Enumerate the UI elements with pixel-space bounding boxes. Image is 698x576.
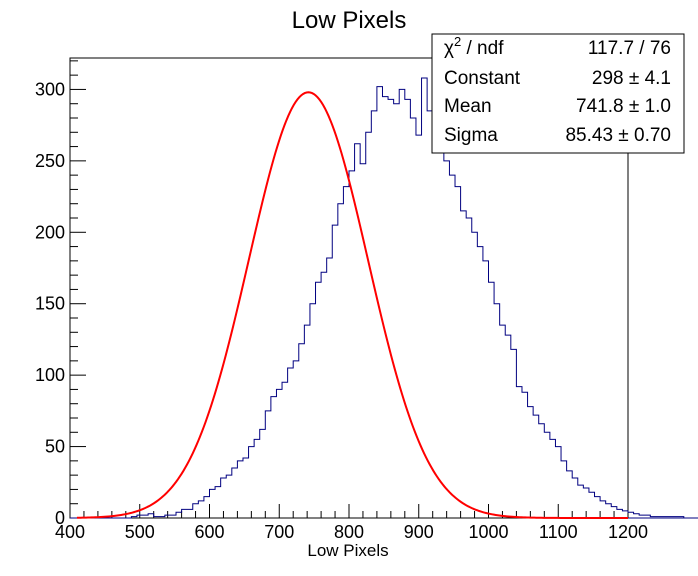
y-tick-label: 50 bbox=[45, 437, 65, 457]
fit-stats-box: χ2 / ndf 117.7 / 76 Constant 298 ± 4.1 Mean 7… bbox=[431, 33, 685, 154]
stats-row-value: 298 ± 4.1 bbox=[592, 68, 671, 89]
x-tick-label: 900 bbox=[404, 522, 434, 542]
stats-row-value: 85.43 ± 0.70 bbox=[565, 125, 671, 146]
y-tick-label: 0 bbox=[55, 508, 65, 528]
x-tick-label: 600 bbox=[194, 522, 224, 542]
x-axis-label: Low Pixels bbox=[307, 541, 388, 560]
chart-title: Low Pixels bbox=[292, 7, 407, 34]
stats-row-label: χ2 / ndf bbox=[444, 34, 504, 59]
stats-row-value: 741.8 ± 1.0 bbox=[576, 96, 671, 117]
stats-row-label: Mean bbox=[444, 96, 492, 117]
histogram-bins bbox=[70, 77, 698, 519]
axis-tick-labels: 400 500 600 700 800 900 1000 1100 1200 0 50 100 150 2… bbox=[35, 79, 648, 542]
x-tick-label: 700 bbox=[264, 522, 294, 542]
stats-row-label: Sigma bbox=[444, 125, 498, 146]
y-tick-label: 200 bbox=[35, 222, 65, 242]
x-tick-label: 1000 bbox=[468, 522, 508, 542]
x-tick-label: 800 bbox=[334, 522, 364, 542]
y-tick-label: 150 bbox=[35, 294, 65, 314]
x-tick-label: 1200 bbox=[608, 522, 648, 542]
x-tick-label: 500 bbox=[125, 522, 155, 542]
stats-row-label: Constant bbox=[444, 68, 521, 89]
x-tick-label: 400 bbox=[55, 522, 85, 542]
y-tick-label: 100 bbox=[35, 365, 65, 385]
axis-ticks bbox=[69, 60, 629, 519]
y-tick-label: 300 bbox=[35, 79, 65, 99]
y-tick-label: 250 bbox=[35, 151, 65, 171]
gaussian-fit-curve bbox=[76, 91, 628, 519]
x-tick-label: 1100 bbox=[539, 522, 578, 542]
stats-box-border bbox=[431, 33, 685, 154]
stats-row-value: 117.7 / 76 bbox=[588, 38, 671, 59]
